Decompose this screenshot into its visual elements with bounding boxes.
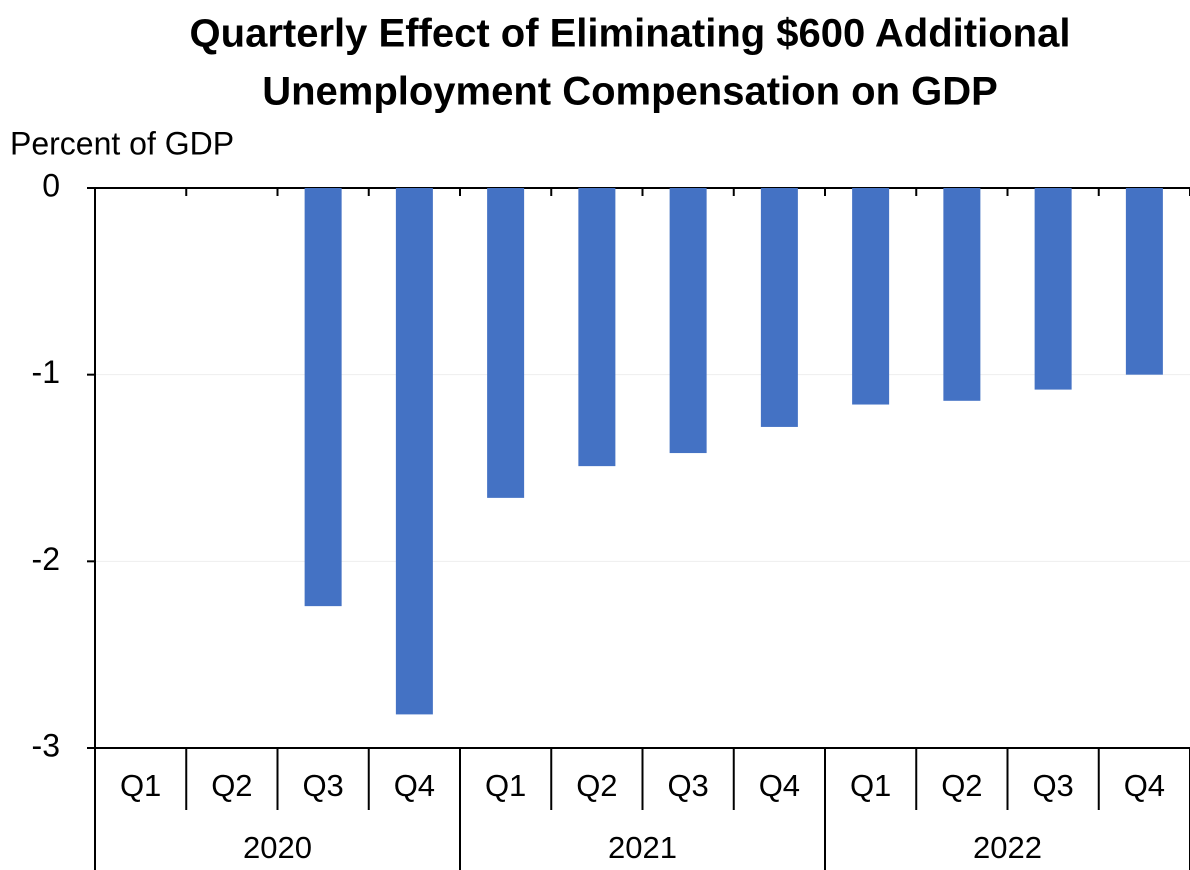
bar [304,188,342,607]
bar [395,188,433,715]
chart-title: Quarterly Effect of Eliminating $600 Add… [190,12,1071,56]
bar [487,188,525,498]
y-tick-label: 0 [42,167,60,203]
x-tick-label: Q2 [576,768,617,803]
x-tick-label: Q4 [759,768,800,803]
bar [1034,188,1072,390]
bar [943,188,981,401]
x-tick-label: Q1 [485,768,526,803]
bar [669,188,707,454]
chart-title: Unemployment Compensation on GDP [262,70,998,114]
bar [1125,188,1163,375]
group-label: 2022 [973,830,1042,865]
group-label: 2021 [608,830,677,865]
bar [760,188,798,427]
x-tick-label: Q2 [211,768,252,803]
y-tick-label: -2 [32,541,60,577]
group-label: 2020 [243,830,312,865]
x-tick-label: Q4 [394,768,435,803]
bar [852,188,890,405]
y-tick-label: -1 [32,354,60,390]
bar [578,188,616,467]
x-tick-label: Q1 [120,768,161,803]
x-tick-label: Q3 [1032,768,1073,803]
x-tick-label: Q3 [667,768,708,803]
y-tick-label: -3 [32,727,60,763]
x-tick-label: Q2 [941,768,982,803]
x-tick-label: Q1 [850,768,891,803]
x-tick-label: Q3 [302,768,343,803]
x-tick-label: Q4 [1124,768,1165,803]
y-axis-title: Percent of GDP [10,125,234,161]
